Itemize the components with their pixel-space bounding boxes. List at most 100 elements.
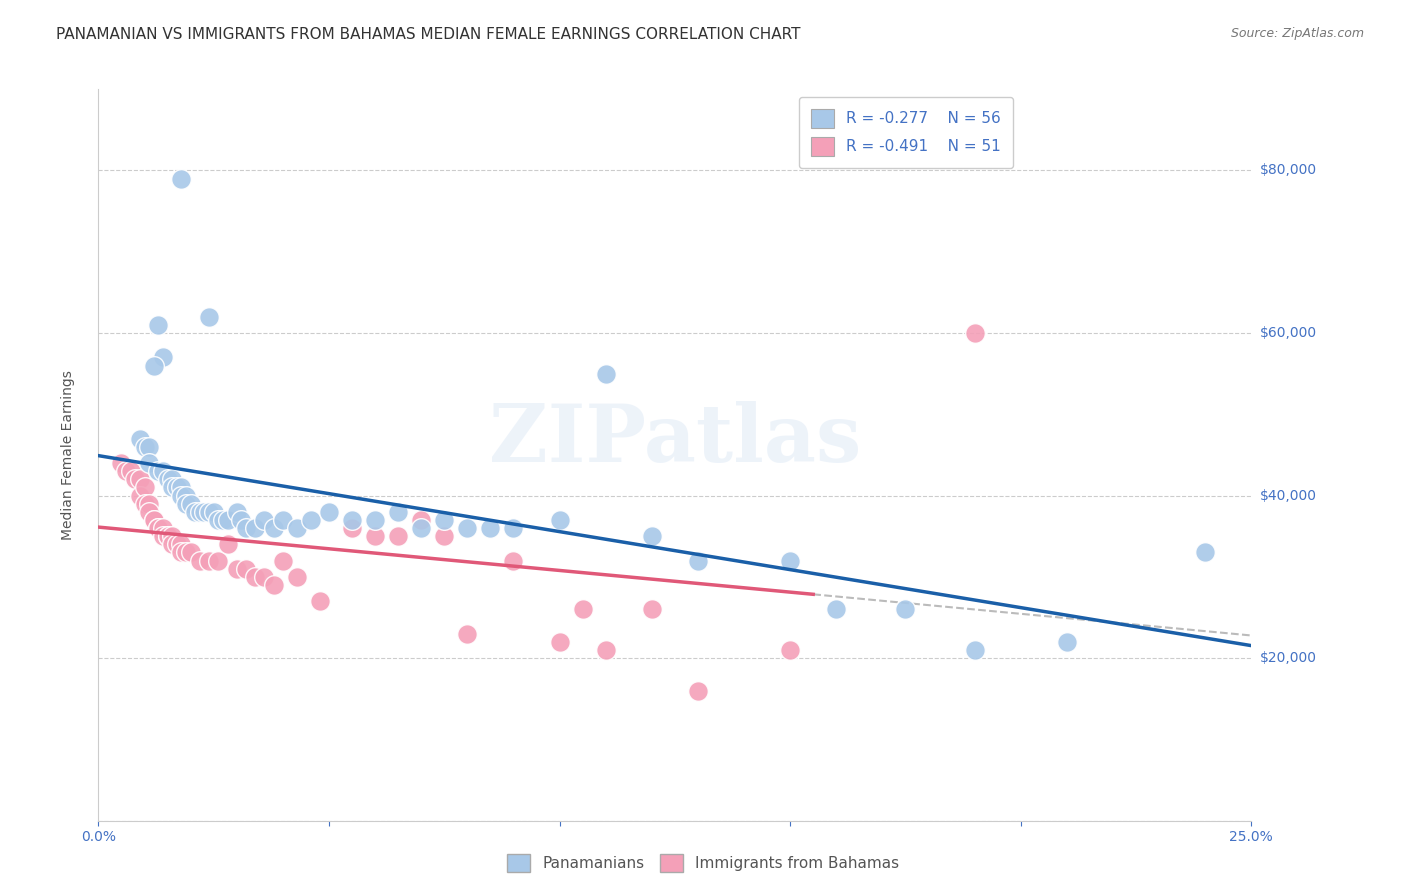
Text: $80,000: $80,000 — [1260, 163, 1317, 178]
Point — [148, 464, 170, 478]
Text: $20,000: $20,000 — [1260, 651, 1316, 665]
Point — [231, 513, 253, 527]
Point — [963, 643, 986, 657]
Point — [202, 505, 225, 519]
Point — [138, 505, 160, 519]
Point — [779, 643, 801, 657]
Point — [364, 513, 387, 527]
Point — [207, 513, 229, 527]
Point — [1194, 545, 1216, 559]
Point — [387, 529, 409, 543]
Y-axis label: Median Female Earnings: Median Female Earnings — [60, 370, 75, 540]
Point — [212, 513, 235, 527]
Point — [245, 521, 267, 535]
Point — [148, 521, 170, 535]
Text: Source: ZipAtlas.com: Source: ZipAtlas.com — [1230, 27, 1364, 40]
Point — [502, 521, 524, 535]
Point — [595, 643, 617, 657]
Point — [174, 497, 197, 511]
Point — [134, 497, 156, 511]
Point — [152, 529, 174, 543]
Point — [160, 529, 183, 543]
Point — [188, 505, 211, 519]
Point — [174, 489, 197, 503]
Point — [188, 553, 211, 567]
Point — [198, 505, 221, 519]
Point — [641, 529, 664, 543]
Point — [245, 570, 267, 584]
Point — [152, 351, 174, 365]
Point — [263, 578, 285, 592]
Legend: Panamanians, Immigrants from Bahamas: Panamanians, Immigrants from Bahamas — [499, 846, 907, 880]
Point — [129, 489, 152, 503]
Point — [225, 505, 247, 519]
Point — [138, 497, 160, 511]
Point — [571, 602, 593, 616]
Point — [156, 529, 179, 543]
Point — [779, 553, 801, 567]
Point — [120, 464, 142, 478]
Point — [138, 456, 160, 470]
Point — [595, 367, 617, 381]
Point — [160, 537, 183, 551]
Point — [285, 521, 308, 535]
Point — [152, 464, 174, 478]
Point — [115, 464, 138, 478]
Point — [166, 480, 188, 494]
Point — [411, 521, 433, 535]
Point — [456, 521, 478, 535]
Point — [364, 529, 387, 543]
Point — [253, 570, 276, 584]
Point — [142, 359, 165, 373]
Point — [433, 529, 456, 543]
Point — [170, 489, 193, 503]
Point — [148, 318, 170, 332]
Point — [318, 505, 340, 519]
Point — [170, 537, 193, 551]
Point — [142, 513, 165, 527]
Point — [548, 635, 571, 649]
Point — [433, 513, 456, 527]
Point — [963, 326, 986, 340]
Point — [285, 570, 308, 584]
Point — [217, 537, 239, 551]
Point — [134, 480, 156, 494]
Point — [235, 521, 257, 535]
Point — [193, 505, 215, 519]
Point — [142, 513, 165, 527]
Point — [387, 505, 409, 519]
Point — [180, 545, 202, 559]
Point — [156, 529, 179, 543]
Point — [502, 553, 524, 567]
Point — [166, 537, 188, 551]
Point — [340, 521, 363, 535]
Point — [124, 472, 146, 486]
Point — [184, 505, 207, 519]
Point — [129, 432, 152, 446]
Legend: R = -0.277    N = 56, R = -0.491    N = 51: R = -0.277 N = 56, R = -0.491 N = 51 — [799, 97, 1014, 168]
Point — [456, 626, 478, 640]
Text: $60,000: $60,000 — [1260, 326, 1317, 340]
Point — [170, 480, 193, 494]
Point — [686, 683, 709, 698]
Point — [225, 562, 247, 576]
Text: ZIPatlas: ZIPatlas — [489, 401, 860, 479]
Point — [686, 553, 709, 567]
Point — [180, 497, 202, 511]
Point — [129, 472, 152, 486]
Point — [894, 602, 917, 616]
Point — [160, 472, 183, 486]
Point — [479, 521, 502, 535]
Point — [253, 513, 276, 527]
Point — [207, 553, 229, 567]
Point — [271, 553, 294, 567]
Point — [174, 545, 197, 559]
Point — [110, 456, 132, 470]
Point — [308, 594, 330, 608]
Point — [263, 521, 285, 535]
Point — [134, 440, 156, 454]
Point — [411, 513, 433, 527]
Point — [148, 521, 170, 535]
Point — [152, 521, 174, 535]
Point — [198, 553, 221, 567]
